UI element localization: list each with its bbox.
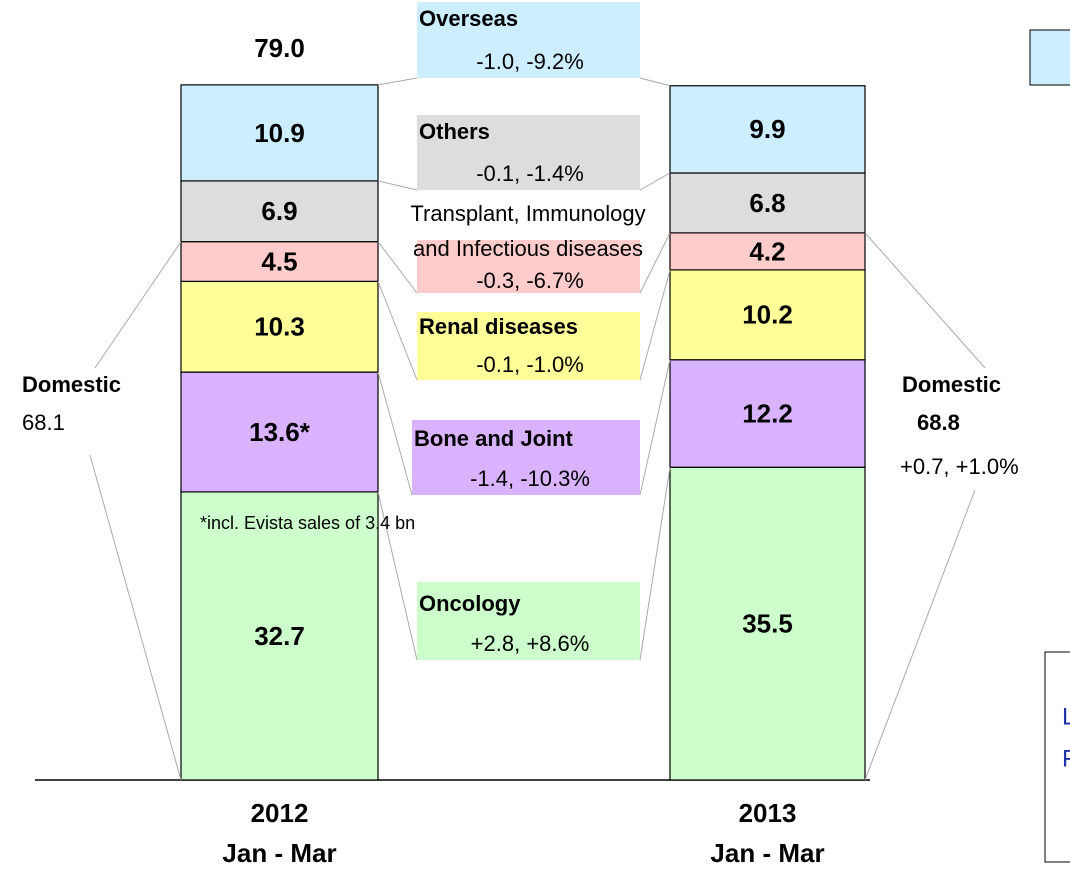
connector [94, 241, 182, 369]
annotation-title: Renal diseases [419, 314, 578, 339]
annotation-box [417, 240, 640, 293]
bar-segment [180, 84, 379, 182]
annotation-change: -1.4, -10.3% [470, 466, 590, 491]
bar-segment [669, 466, 866, 781]
annotation-title: Transplant, Immunology [410, 201, 645, 226]
value-label: 12.2 [742, 398, 793, 428]
value-label: 35.5 [742, 608, 793, 638]
annotation-box [417, 582, 640, 660]
total-label: 79.0 [254, 33, 305, 63]
annotation-box [417, 2, 640, 78]
connector [377, 180, 418, 191]
domestic-value: 68.1 [22, 410, 65, 435]
domestic-value: 68.8 [917, 410, 960, 435]
connector [639, 467, 671, 661]
value-label: 13.6* [249, 417, 311, 447]
annotation-title: Oncology [419, 591, 521, 616]
x-tick-label: Jan - Mar [222, 838, 336, 868]
value-label: 32.7 [254, 621, 305, 651]
connector [377, 491, 418, 661]
annotation-title: Overseas [419, 6, 518, 31]
x-tick-label: 2013 [739, 798, 797, 828]
connector [639, 172, 671, 191]
value-label: 4.2 [749, 236, 785, 266]
connector [377, 241, 418, 294]
connector [377, 371, 413, 496]
annotation-change: +2.8, +8.6% [471, 631, 590, 656]
domestic-label: Domestic [902, 372, 1001, 397]
value-label: 10.3 [254, 312, 305, 342]
footnote: *incl. Evista sales of 3.4 bn [200, 513, 415, 533]
value-label: 6.8 [749, 188, 785, 218]
annotation-title: and Infectious diseases [413, 236, 643, 261]
connector [639, 269, 671, 381]
connector [864, 489, 976, 781]
annotation-box [412, 420, 640, 495]
connector [864, 232, 986, 369]
connector [639, 359, 671, 496]
bar-segment [669, 172, 866, 234]
annotation-change: -0.1, -1.0% [476, 352, 584, 377]
annotation-box [417, 115, 640, 190]
value-label: 4.5 [261, 246, 297, 276]
cutoff-text: F [1062, 745, 1070, 772]
connector [639, 232, 671, 294]
value-label: 6.9 [261, 196, 297, 226]
cutoff-box-top [1029, 29, 1070, 86]
value-label: 10.2 [742, 300, 793, 330]
bar-segment [669, 269, 866, 361]
annotation-change: -0.3, -6.7% [476, 268, 584, 293]
connector [89, 454, 182, 781]
value-label: 10.9 [254, 118, 305, 148]
bar-segment [669, 85, 866, 174]
value-label: 9.9 [749, 114, 785, 144]
domestic-label: Domestic [22, 372, 121, 397]
bar-segment [669, 359, 866, 468]
annotation-title: Bone and Joint [414, 426, 574, 451]
annotation-change: -1.0, -9.2% [476, 49, 584, 74]
x-tick-label: 2012 [251, 798, 309, 828]
x-tick-label: Jan - Mar [710, 838, 824, 868]
cutoff-text: L [1062, 703, 1070, 730]
annotation-title: Others [419, 119, 490, 144]
bar-segment [180, 371, 379, 493]
bar-segment [180, 491, 379, 781]
connector [377, 77, 418, 86]
annotation-box [417, 312, 640, 380]
annotation-change: -0.1, -1.4% [476, 161, 584, 186]
connector [377, 281, 418, 381]
bar-segment [669, 232, 866, 271]
cutoff-box [1044, 651, 1070, 863]
domestic-change: +0.7, +1.0% [900, 454, 1019, 479]
connector [639, 77, 671, 87]
